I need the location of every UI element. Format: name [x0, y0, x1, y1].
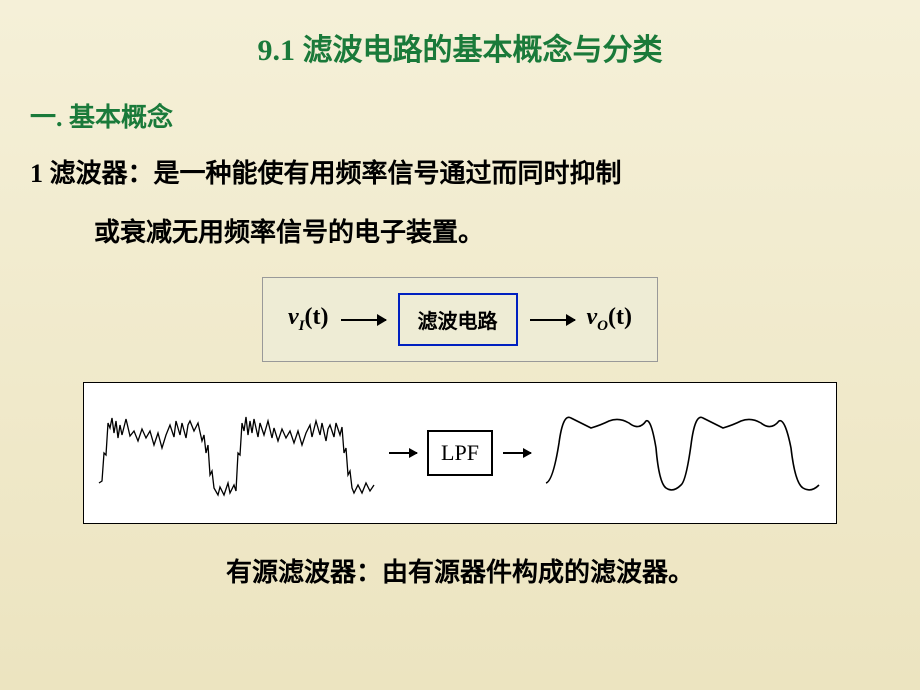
lpf-box: LPF — [427, 430, 493, 476]
body-text-line2: 或衰减无用频率信号的电子装置。 — [94, 213, 920, 252]
output-v: v — [587, 304, 598, 330]
diagram-background: vI(t) 滤波电路 vO(t) — [262, 277, 658, 362]
arrow-out-icon — [530, 319, 575, 321]
output-signal-label: vO(t) — [587, 304, 632, 335]
output-arg: (t) — [608, 304, 632, 330]
smooth-waveform — [541, 393, 826, 513]
arrow-in-icon — [341, 319, 386, 321]
slide-title: 9.1 滤波电路的基本概念与分类 — [0, 0, 920, 69]
waveform-diagram: LPF — [0, 382, 920, 524]
input-signal-label: vI(t) — [288, 304, 328, 335]
arrow-lpf-in-icon — [389, 452, 417, 454]
bottom-text: 有源滤波器：由有源器件构成的滤波器。 — [0, 552, 920, 589]
noisy-path — [99, 417, 374, 495]
body-text-line1: 1 滤波器：是一种能使有用频率信号通过而同时抑制 — [30, 154, 920, 193]
block-diagram: vI(t) 滤波电路 vO(t) — [0, 277, 920, 362]
noisy-waveform — [94, 393, 379, 513]
input-v: v — [288, 304, 299, 330]
slide: 9.1 滤波电路的基本概念与分类 一. 基本概念 1 滤波器：是一种能使有用频率… — [0, 0, 920, 690]
arrow-lpf-out-icon — [503, 452, 531, 454]
section-header: 一. 基本概念 — [30, 97, 920, 134]
input-arg: (t) — [305, 304, 329, 330]
waveform-background: LPF — [83, 382, 837, 524]
filter-box: 滤波电路 — [398, 293, 518, 346]
smooth-path — [546, 417, 819, 490]
output-sub: O — [597, 318, 608, 334]
